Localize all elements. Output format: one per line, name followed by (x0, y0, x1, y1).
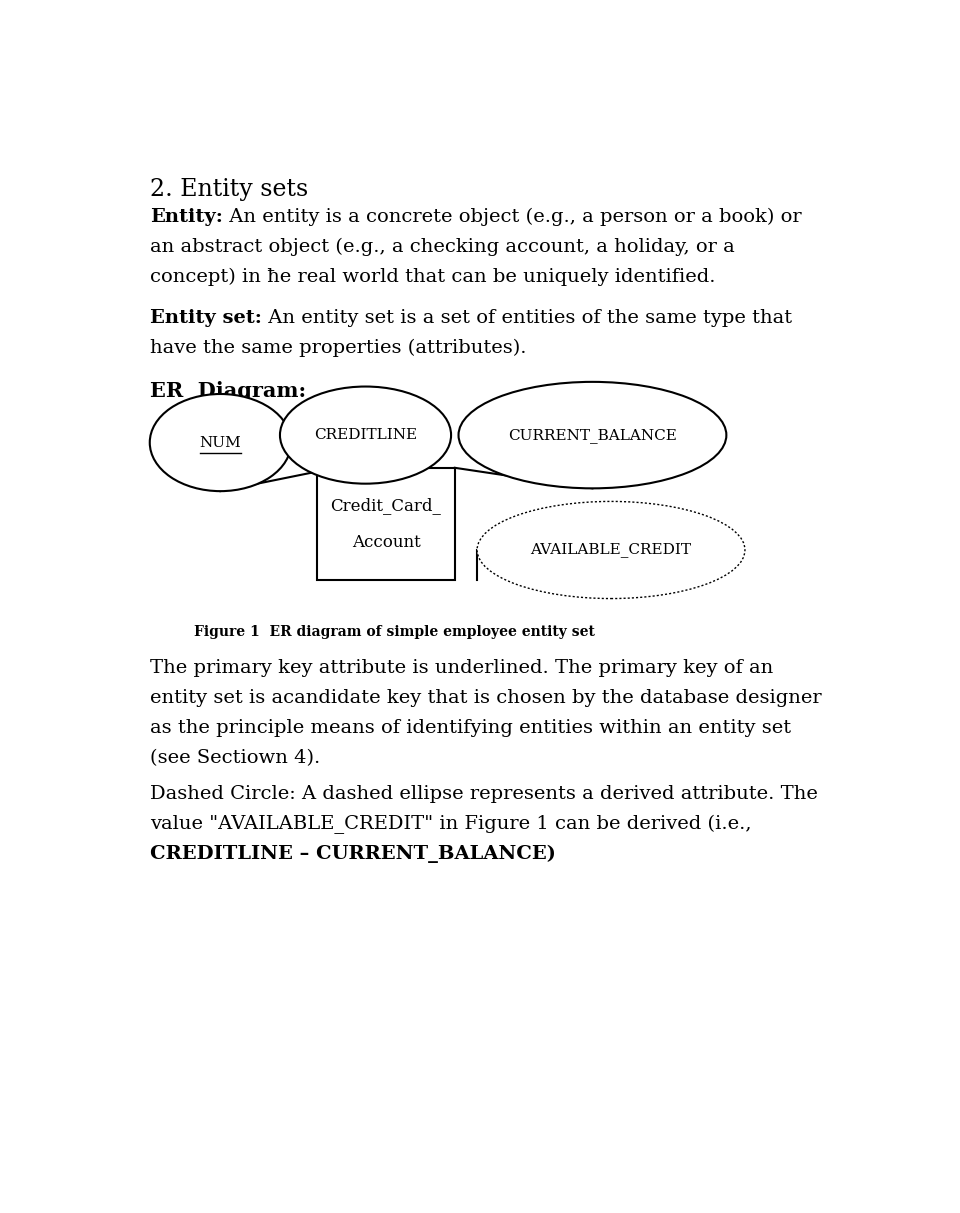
FancyBboxPatch shape (317, 468, 455, 580)
Text: an abstract object (e.g., a checking account, a holiday, or a: an abstract object (e.g., a checking acc… (150, 238, 734, 256)
Text: concept) in ħe real world that can be uniquely identified.: concept) in ħe real world that can be un… (150, 268, 715, 286)
Text: CREDITLINE: CREDITLINE (314, 428, 417, 442)
Text: An entity is a concrete object (e.g., a person or a book) or: An entity is a concrete object (e.g., a … (223, 209, 802, 227)
Text: Credit_Card_: Credit_Card_ (330, 496, 442, 513)
Text: Entity:: Entity: (150, 209, 223, 226)
Ellipse shape (459, 382, 727, 489)
Text: (see Sectiown 4).: (see Sectiown 4). (150, 748, 320, 767)
Text: value "AVAILABLE_CREDIT" in Figure 1 can be derived (i.e.,: value "AVAILABLE_CREDIT" in Figure 1 can… (150, 815, 752, 835)
Ellipse shape (150, 394, 291, 491)
Text: 2. Entity sets: 2. Entity sets (150, 178, 308, 201)
Text: NUM: NUM (200, 435, 241, 450)
Text: Entity set:: Entity set: (150, 309, 262, 328)
Text: An entity set is a set of entities of the same type that: An entity set is a set of entities of th… (262, 309, 792, 328)
Ellipse shape (477, 501, 745, 598)
Text: entity set is acandidate key that is chosen by the database designer: entity set is acandidate key that is cho… (150, 689, 822, 707)
Text: Account: Account (351, 534, 420, 551)
Text: The primary key attribute is underlined. The primary key of an: The primary key attribute is underlined.… (150, 660, 773, 677)
Text: as the principle means of identifying entities within an entity set: as the principle means of identifying en… (150, 719, 791, 738)
Text: Figure 1  ER diagram of simple employee entity set: Figure 1 ER diagram of simple employee e… (194, 625, 595, 639)
Text: CURRENT_BALANCE: CURRENT_BALANCE (508, 428, 677, 443)
Text: ER  Diagram:: ER Diagram: (150, 381, 306, 402)
Text: Dashed Circle: A dashed ellipse represents a derived attribute. The: Dashed Circle: A dashed ellipse represen… (150, 785, 818, 803)
Text: have the same properties (attributes).: have the same properties (attributes). (150, 338, 526, 357)
Text: AVAILABLE_CREDIT: AVAILABLE_CREDIT (531, 542, 691, 558)
Text: CREDITLINE – CURRENT_BALANCE): CREDITLINE – CURRENT_BALANCE) (150, 845, 556, 864)
Ellipse shape (280, 387, 451, 484)
